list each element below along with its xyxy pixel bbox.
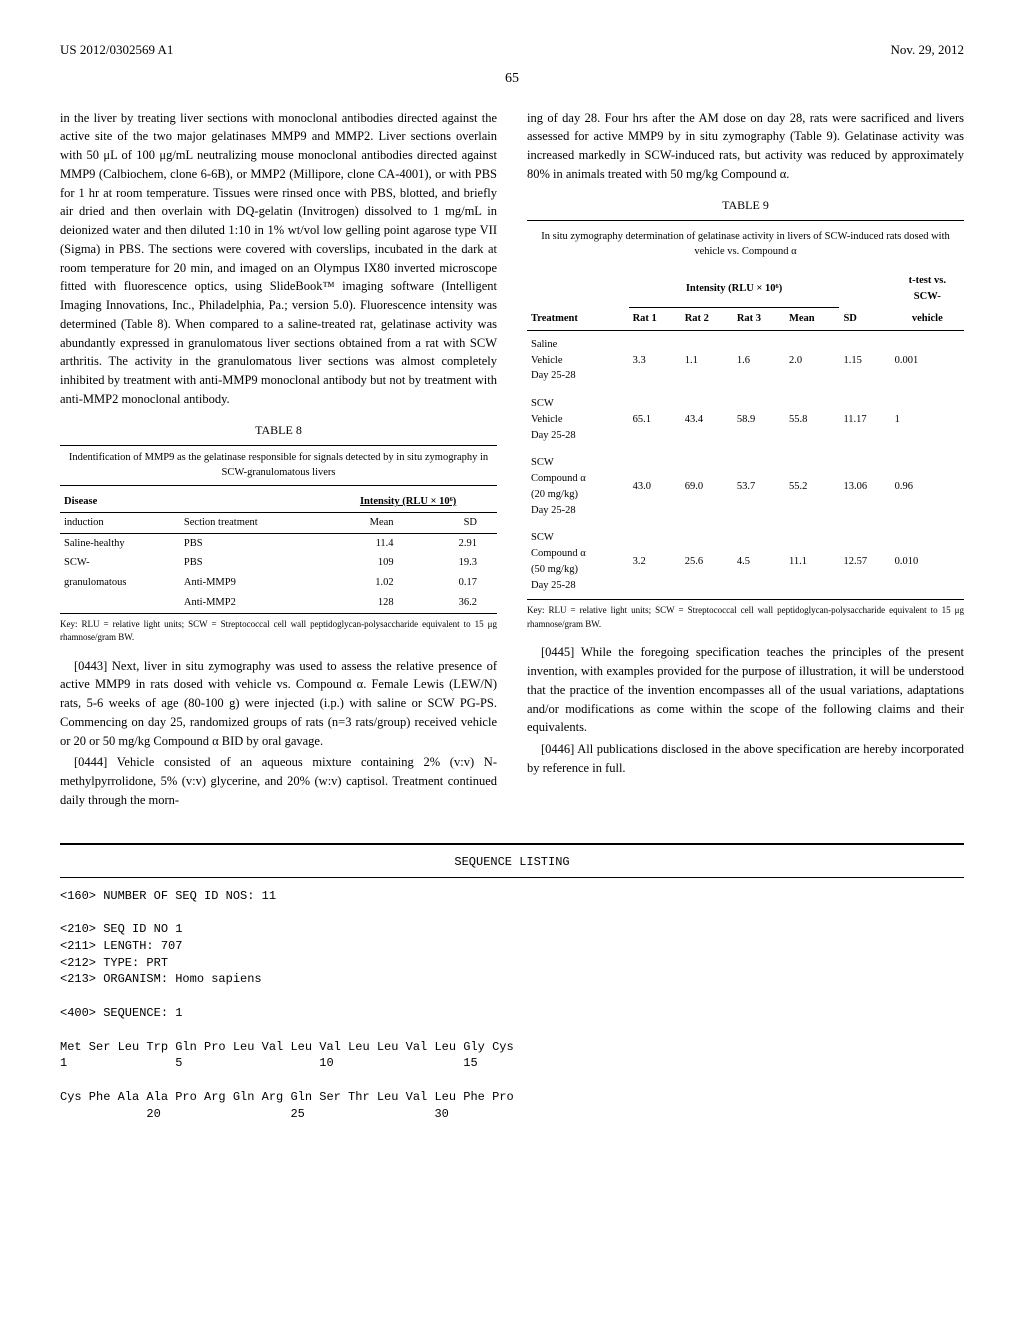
table8-label: TABLE 8 [60, 421, 497, 439]
right-paragraph-2: [0445] While the foregoing specification… [527, 643, 964, 737]
publication-number: US 2012/0302569 A1 [60, 40, 173, 60]
sequence-listing-content: <160> NUMBER OF SEQ ID NOS: 11 <210> SEQ… [60, 888, 964, 1123]
table-row: SCW- PBS 109 19.3 [60, 553, 497, 573]
table9-header-intensity: Intensity (RLU × 10⁶) [629, 270, 840, 308]
table8-header-sd: SD [414, 512, 497, 533]
table-row: granulomatous Anti-MMP9 1.02 0.17 [60, 573, 497, 593]
table9: Intensity (RLU × 10⁶) t-test vs.SCW- Tre… [527, 270, 964, 600]
table8-key: Key: RLU = relative light units; SCW = S… [60, 618, 497, 645]
right-paragraph-1: ing of day 28. Four hrs after the AM dos… [527, 109, 964, 184]
table9-header-rat3: Rat 3 [733, 308, 785, 331]
table9-header-ttest: t-test vs.SCW- [891, 270, 964, 308]
table-row: SCW Compound α (50 mg/kg) Day 25-28 3.2 … [527, 524, 964, 600]
table9-header-rat1: Rat 1 [629, 308, 681, 331]
table-row: SCW Compound α (20 mg/kg) Day 25-28 43.0… [527, 449, 964, 524]
table8-body: Saline-healthy PBS 11.4 2.91 SCW- PBS 10… [60, 533, 497, 613]
table8-header-intensity: Intensity (RLU × 10⁶) [319, 492, 497, 512]
left-column: in the liver by treating liver sections … [60, 109, 497, 813]
table9-header-mean: Mean [785, 308, 839, 331]
table8-header-induction: induction [60, 512, 180, 533]
left-paragraph-2: [0443] Next, liver in situ zymography wa… [60, 657, 497, 751]
table-row: Anti-MMP2 128 36.2 [60, 593, 497, 613]
table9-header-sd: SD [839, 308, 890, 331]
table-row: Saline-healthy PBS 11.4 2.91 [60, 533, 497, 553]
table8-header-disease: Disease [60, 492, 180, 512]
table-row: Saline Vehicle Day 25-28 3.3 1.1 1.6 2.0… [527, 330, 964, 390]
table8-caption: Indentification of MMP9 as the gelatinas… [60, 445, 497, 487]
page-number: 65 [60, 68, 964, 89]
content-columns: in the liver by treating liver sections … [60, 109, 964, 813]
table8-header-mean: Mean [319, 512, 413, 533]
table9-body: Saline Vehicle Day 25-28 3.3 1.1 1.6 2.0… [527, 330, 964, 600]
table8: Disease Intensity (RLU × 10⁶) induction … [60, 492, 497, 614]
publication-date: Nov. 29, 2012 [890, 40, 964, 60]
sequence-listing-section: SEQUENCE LISTING <160> NUMBER OF SEQ ID … [60, 843, 964, 1123]
right-paragraph-3: [0446] All publications disclosed in the… [527, 740, 964, 778]
table9-key: Key: RLU = relative light units; SCW = S… [527, 604, 964, 631]
sequence-listing-title: SEQUENCE LISTING [60, 853, 964, 878]
left-paragraph-3: [0444] Vehicle consisted of an aqueous m… [60, 753, 497, 809]
table-row: SCW Vehicle Day 25-28 65.1 43.4 58.9 55.… [527, 390, 964, 449]
table8-header-section: Section treatment [180, 512, 319, 533]
table9-label: TABLE 9 [527, 196, 964, 214]
table9-header-treatment: Treatment [527, 308, 629, 331]
table9-caption: In situ zymography determination of gela… [527, 220, 964, 265]
left-paragraph-1: in the liver by treating liver sections … [60, 109, 497, 409]
right-column: ing of day 28. Four hrs after the AM dos… [527, 109, 964, 813]
page-header: US 2012/0302569 A1 Nov. 29, 2012 [60, 40, 964, 60]
table9-header-rat2: Rat 2 [681, 308, 733, 331]
